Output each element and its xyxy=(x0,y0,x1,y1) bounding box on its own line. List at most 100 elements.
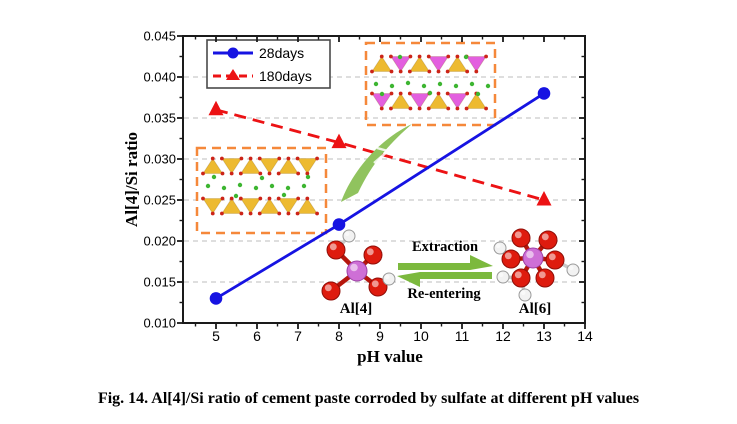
oxygen-dot xyxy=(220,196,225,201)
calcium-dot xyxy=(221,185,227,191)
calcium-dot xyxy=(469,81,475,87)
oxygen-dot xyxy=(426,106,431,111)
silicate-tetrahedron xyxy=(259,158,280,175)
triangle-marker xyxy=(536,191,552,206)
silicate-tetrahedron xyxy=(240,157,262,174)
figure-caption: Fig. 14. Al[4]/Si ratio of cement paste … xyxy=(97,390,640,407)
oxygen-dot xyxy=(296,171,301,176)
y-tick-label: 0.015 xyxy=(143,275,176,290)
calcium-dot xyxy=(485,83,491,89)
oxygen-dot xyxy=(484,106,488,111)
ball-highlight xyxy=(514,271,522,279)
oxygen-dot xyxy=(484,54,488,59)
ball-highlight xyxy=(350,263,358,272)
hydrogen-ball xyxy=(566,263,580,277)
calcium-dot xyxy=(253,185,259,191)
oxygen-dot xyxy=(436,69,441,74)
oxygen-dot xyxy=(315,211,319,216)
y-tick-label: 0.040 xyxy=(143,70,176,85)
legend-marker-28days xyxy=(227,47,239,59)
oxygen-ball xyxy=(511,228,531,248)
series-28days xyxy=(209,87,551,305)
oxygen-dot xyxy=(464,106,469,111)
calcium-dot xyxy=(211,174,217,180)
silicate-tetrahedron xyxy=(259,197,280,214)
y-tick-label: 0.045 xyxy=(143,29,176,44)
oxygen-ball xyxy=(535,268,555,288)
calcium-dot xyxy=(269,183,275,189)
oxygen-dot xyxy=(417,54,422,59)
oxygen-dot xyxy=(276,171,281,176)
reentering-label: Re-entering xyxy=(407,286,481,302)
ball-highlight xyxy=(324,284,332,292)
silicate-tetrahedron xyxy=(465,56,487,73)
oxygen-dot xyxy=(446,54,451,59)
hydrogen-ball xyxy=(496,270,510,284)
oxygen-dot xyxy=(238,196,243,201)
silicate-tetrahedron xyxy=(296,158,318,175)
oxygen-dot xyxy=(446,106,451,111)
oxygen-dot xyxy=(238,171,243,176)
oxygen-dot xyxy=(258,196,263,201)
oxygen-dot xyxy=(267,196,272,201)
axis-titles: pH value Al[4]/Si ratio xyxy=(122,132,423,366)
line-28days xyxy=(215,92,545,300)
hydrogen-ball xyxy=(518,288,532,302)
x-tick-label: 10 xyxy=(413,328,429,344)
oxygen-dot xyxy=(370,91,374,96)
oxygen-dot xyxy=(455,54,460,59)
calcium-dot xyxy=(205,183,211,189)
x-axis-title: pH value xyxy=(357,347,423,366)
oxygen-dot xyxy=(398,69,403,74)
oxygen-dot xyxy=(370,69,374,74)
oxygen-dot xyxy=(408,54,413,59)
silicate-tetrahedron xyxy=(202,157,224,174)
calcium-dot xyxy=(305,174,311,180)
oxygen-dot xyxy=(315,156,319,161)
oxygen-dot xyxy=(465,91,470,96)
ball-highlight xyxy=(526,250,534,259)
calcium-dot xyxy=(379,91,385,97)
silicate-tetrahedron xyxy=(390,92,412,109)
oxygen-ball xyxy=(511,268,531,288)
silicate-tetrahedron xyxy=(371,55,393,72)
left-silicate-inset xyxy=(195,146,328,235)
silicate-tetrahedron xyxy=(428,92,449,109)
x-tick-label: 14 xyxy=(577,328,593,344)
oxygen-dot xyxy=(296,196,301,201)
oxygen-dot xyxy=(286,156,291,161)
circle-marker xyxy=(209,292,223,305)
oxygen-dot xyxy=(267,171,272,176)
triangle-marker xyxy=(208,100,224,116)
oxygen-dot xyxy=(379,106,384,111)
y-tick-label: 0.030 xyxy=(143,152,176,167)
oxygen-dot xyxy=(455,106,460,111)
calcium-dot xyxy=(437,81,443,87)
oxygen-dot xyxy=(407,69,412,74)
calcium-dot xyxy=(233,193,239,199)
legend: 28days 180days xyxy=(206,39,331,89)
silicate-tetrahedron xyxy=(428,56,449,73)
extraction-label: Extraction xyxy=(412,239,478,255)
oxygen-dot xyxy=(407,91,412,96)
annotation-labels: Extraction Re-entering Al[4] Al[6] xyxy=(340,239,552,317)
line-180days xyxy=(215,108,545,202)
oxygen-dot xyxy=(379,54,384,59)
oxygen-dot xyxy=(398,91,403,96)
inset-border xyxy=(364,41,497,127)
ball-highlight xyxy=(541,233,549,241)
oxygen-dot xyxy=(436,91,441,96)
al4-molecule xyxy=(321,229,396,301)
circle-marker xyxy=(537,87,551,100)
oxygen-dot xyxy=(286,211,291,216)
y-tick-label: 0.035 xyxy=(143,111,176,126)
x-tick-label: 11 xyxy=(455,328,470,344)
oxygen-dot xyxy=(427,69,432,74)
equilibrium-arrows xyxy=(397,255,493,287)
calcium-dot xyxy=(463,54,469,60)
x-tick-label: 7 xyxy=(294,328,302,344)
extraction-arrow xyxy=(398,255,493,270)
ball-highlight xyxy=(548,253,556,261)
top-silicate-inset xyxy=(364,41,497,127)
silicate-tetrahedron xyxy=(465,92,487,109)
